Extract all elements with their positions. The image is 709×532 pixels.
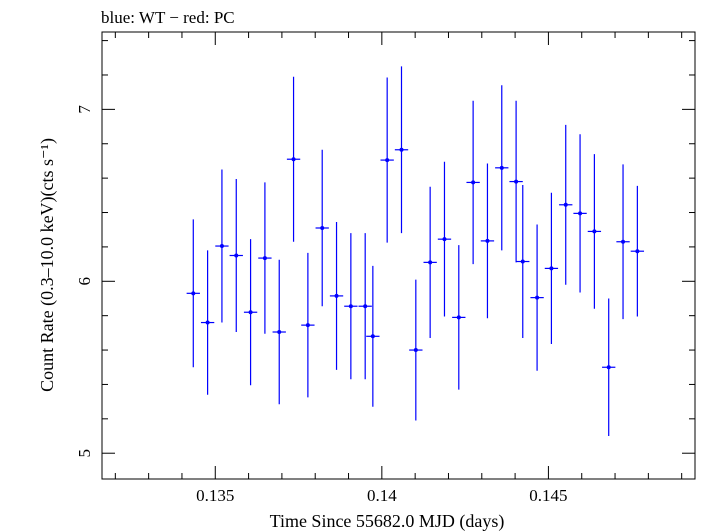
data-marker	[385, 158, 390, 163]
tick-labels: 0.135 0.14 0.145 5 6 7	[75, 105, 568, 505]
data-marker	[320, 225, 325, 230]
data-marker	[363, 304, 368, 309]
data-marker	[399, 147, 404, 152]
data-point	[215, 169, 229, 323]
data-marker	[499, 165, 504, 170]
data-point	[559, 124, 573, 285]
data-marker	[234, 253, 239, 258]
data-point	[544, 192, 559, 345]
data-marker	[291, 157, 296, 162]
data-point	[509, 100, 523, 263]
chart-title: blue: WT − red: PC	[101, 8, 235, 27]
data-marker	[191, 291, 196, 296]
x-tick-label: 0.145	[529, 486, 567, 505]
data-point	[630, 185, 645, 317]
data-point	[495, 85, 509, 251]
data-point	[437, 161, 452, 317]
data-points	[186, 66, 645, 437]
data-marker	[549, 266, 554, 271]
data-marker	[305, 323, 310, 328]
data-point	[516, 185, 530, 339]
data-marker	[205, 320, 210, 325]
data-point	[616, 164, 630, 320]
data-marker	[471, 180, 476, 185]
minor-ticks	[102, 32, 695, 479]
data-point	[229, 178, 243, 333]
data-point	[380, 77, 394, 243]
data-point	[301, 252, 315, 398]
data-marker	[370, 334, 375, 339]
data-point	[466, 100, 480, 265]
data-marker	[428, 260, 433, 265]
data-marker	[262, 256, 267, 261]
y-tick-label: 5	[75, 449, 94, 458]
data-point	[587, 154, 602, 309]
data-point	[315, 149, 329, 307]
data-point	[272, 259, 286, 405]
data-point	[358, 233, 372, 380]
y-axis-label: Count Rate (0.3–10.0 keV)(cts s⁻¹)	[37, 138, 58, 392]
data-marker	[277, 330, 282, 335]
data-point	[286, 76, 301, 242]
data-point	[530, 224, 544, 371]
data-point	[344, 233, 358, 380]
x-axis-label: Time Since 55682.0 MJD (days)	[270, 511, 505, 532]
data-point	[366, 265, 380, 407]
data-point	[329, 221, 344, 370]
data-marker	[334, 293, 339, 298]
data-marker	[442, 237, 447, 242]
y-tick-label: 6	[75, 277, 94, 286]
data-point	[200, 250, 215, 395]
x-tick-label: 0.14	[367, 486, 397, 505]
data-marker	[520, 259, 525, 264]
data-point	[423, 186, 437, 339]
data-point	[602, 298, 616, 437]
data-point	[409, 279, 423, 421]
data-point	[243, 239, 258, 386]
y-tick-label: 7	[75, 105, 94, 114]
data-marker	[348, 304, 353, 309]
major-ticks	[102, 32, 695, 479]
x-tick-label: 0.135	[196, 486, 234, 505]
data-point	[394, 66, 409, 234]
data-marker	[563, 202, 568, 207]
data-marker	[592, 229, 597, 234]
data-point	[573, 134, 587, 293]
data-marker	[413, 348, 418, 353]
data-marker	[514, 179, 519, 184]
data-point	[452, 245, 466, 390]
data-point	[258, 182, 272, 334]
data-marker	[219, 244, 224, 249]
data-marker	[248, 310, 253, 315]
plot-frame	[101, 31, 696, 480]
data-marker	[635, 249, 640, 254]
data-marker	[578, 211, 583, 216]
data-marker	[456, 315, 461, 320]
data-point	[186, 219, 200, 368]
data-marker	[621, 239, 626, 244]
data-marker	[606, 365, 611, 370]
data-point	[480, 163, 495, 319]
data-marker	[485, 238, 490, 243]
data-marker	[535, 295, 540, 300]
